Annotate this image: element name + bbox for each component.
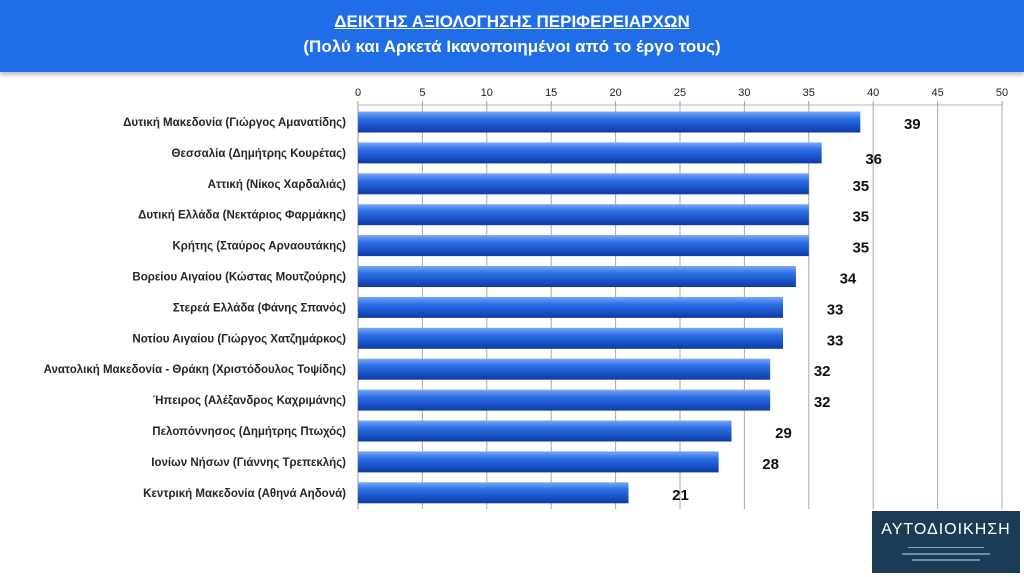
x-tick-label: 35 xyxy=(803,87,815,99)
bar xyxy=(358,389,771,411)
category-label: Θεσσαλία (Δημήτρης Κουρέτας) xyxy=(172,148,347,160)
data-label: 35 xyxy=(852,209,869,226)
category-label: Στερεά Ελλάδα (Φάνης Σπανός) xyxy=(173,302,346,314)
bar xyxy=(358,266,796,287)
x-tick-label: 0 xyxy=(355,87,361,99)
data-label: 34 xyxy=(840,271,857,288)
category-label: Ανατολική Μακεδονία - Θράκη (Χριστόδουλο… xyxy=(44,364,347,376)
bar xyxy=(358,482,629,504)
x-tick-label: 40 xyxy=(867,87,879,99)
x-tick-label: 10 xyxy=(481,87,493,99)
bar xyxy=(358,235,809,257)
data-label: 33 xyxy=(827,301,844,318)
category-label: Αττική (Νίκος Χαρδαλιάς) xyxy=(208,179,346,191)
data-label: 35 xyxy=(852,240,869,257)
x-tick-label: 25 xyxy=(674,87,686,99)
data-label: 32 xyxy=(814,394,831,411)
category-label: Κρήτης (Σταύρος Αρναουτάκης) xyxy=(172,241,346,253)
data-labels: 39 36 35 35 35 34 33 33 32 32 29 28 21 xyxy=(672,116,921,504)
logo-fine-print-line xyxy=(902,553,990,555)
bar xyxy=(358,111,861,133)
category-label: Ήπειρος (Αλέξανδρος Καχριμάνης) xyxy=(153,395,346,407)
category-labels: Δυτική Μακεδονία (Γιώργος Αμανατίδης) Θεσ… xyxy=(44,117,347,500)
x-tick-label: 15 xyxy=(545,87,557,99)
data-label: 32 xyxy=(814,363,831,380)
chart-title: ΔΕΙΚΤΗΣ ΑΞΙΟΛΟΓΗΣΗΣ ΠΕΡΙΦΕΡΕΙΑΡΧΩΝ xyxy=(334,12,690,31)
header-banner: ΔΕΙΚΤΗΣ ΑΞΙΟΛΟΓΗΣΗΣ ΠΕΡΙΦΕΡΕΙΑΡΧΩΝ (Πολύ… xyxy=(0,0,1024,72)
logo-divider xyxy=(908,547,984,548)
logo-text: ΑΥΤΟΔΙΟΙΚΗΣΗ xyxy=(881,521,1011,538)
bar xyxy=(358,204,809,226)
logo-fine-print-line xyxy=(912,559,980,561)
bar xyxy=(358,420,732,442)
x-axis-tick-labels: 0 5 10 15 20 25 30 35 40 45 50 xyxy=(355,87,1008,99)
bar xyxy=(358,173,809,195)
category-label: Δυτική Ελλάδα (Νεκτάριος Φαρμάκης) xyxy=(138,210,346,222)
bar xyxy=(358,358,771,380)
data-label: 29 xyxy=(775,425,792,442)
x-tick-label: 20 xyxy=(609,87,621,99)
category-label: Νοτίου Αιγαίου (Γιώργος Χατζημάρκος) xyxy=(132,333,346,345)
data-label: 33 xyxy=(827,332,844,349)
bar xyxy=(358,296,784,318)
autodioikisi-logo: ΑΥΤΟΔΙΟΙΚΗΣΗ xyxy=(872,511,1020,573)
bars xyxy=(358,111,861,504)
x-tick-label: 45 xyxy=(931,87,943,99)
category-label: Βορείου Αιγαίου (Κώστας Μουτζούρης) xyxy=(132,272,346,284)
chart-subtitle: (Πολύ και Αρκετά Ικανοποιημένοι από το έ… xyxy=(303,37,721,56)
category-label: Κεντρική Μακεδονία (Αθηνά Αηδονά) xyxy=(143,488,346,500)
x-tick-label: 50 xyxy=(996,87,1008,99)
category-label: Ιονίων Νήσων (Γιάννης Τρεπεκλής) xyxy=(151,457,346,469)
category-label: Πελοπόννησος (Δημήτρης Πτωχός) xyxy=(152,426,346,438)
data-label: 39 xyxy=(904,116,921,133)
category-label: Δυτική Μακεδονία (Γιώργος Αμανατίδης) xyxy=(123,117,346,129)
bar xyxy=(358,327,784,349)
x-tick-label: 5 xyxy=(419,87,425,99)
data-label: 21 xyxy=(672,487,689,504)
data-label: 36 xyxy=(865,151,882,168)
data-label: 35 xyxy=(852,178,869,195)
bar xyxy=(358,451,719,473)
data-label: 28 xyxy=(762,456,779,473)
x-tick-label: 30 xyxy=(738,87,750,99)
bar xyxy=(358,142,822,164)
